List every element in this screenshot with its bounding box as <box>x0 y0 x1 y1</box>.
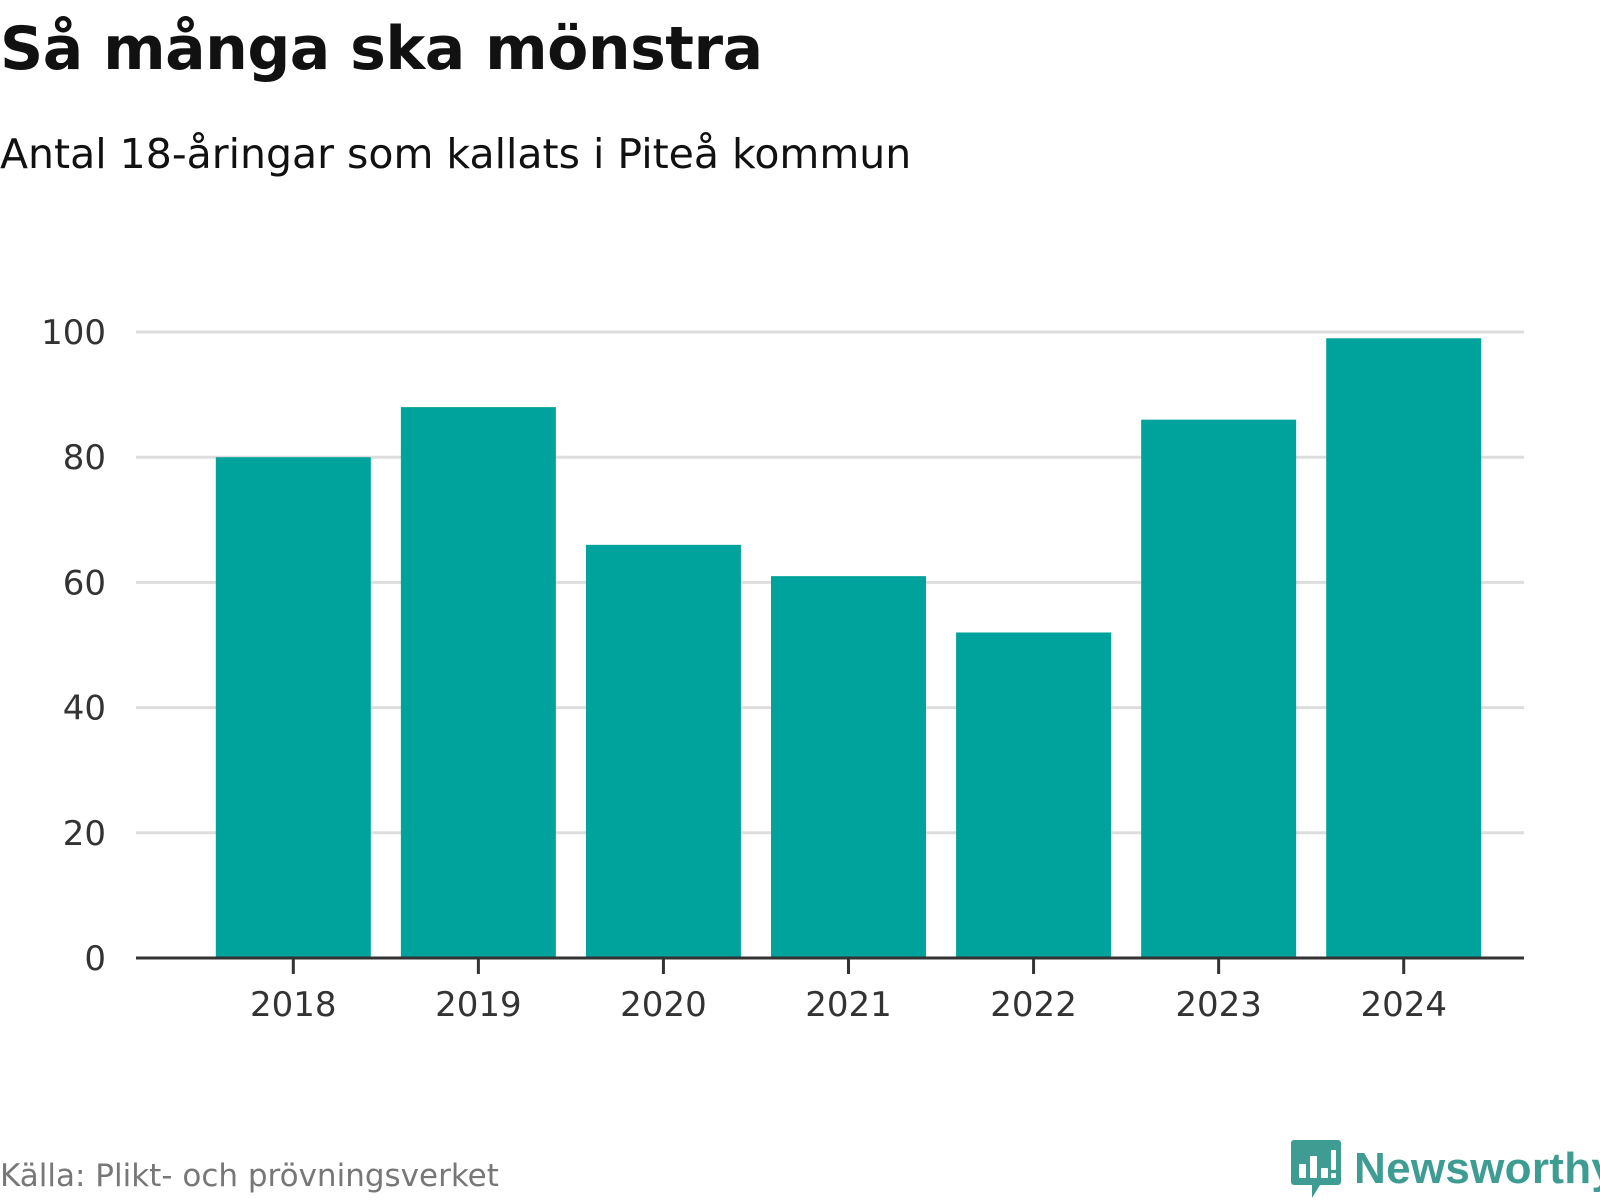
bar-2021 <box>771 576 927 958</box>
newsworthy-logo-icon <box>1291 1140 1341 1198</box>
bar-chart: 0 20 40 60 80 100 2018 2019 2020 2021 2022 2023 2024 <box>41 313 1524 1025</box>
x-tick-label: 2018 <box>250 985 337 1025</box>
x-tick-label: 2019 <box>435 985 522 1025</box>
bar-2018 <box>215 457 371 958</box>
y-tick-label: 20 <box>63 814 106 854</box>
x-tick-label: 2024 <box>1360 985 1447 1025</box>
bar-2020 <box>585 544 741 958</box>
y-tick-label: 100 <box>41 313 106 353</box>
bar-2023 <box>1141 419 1297 958</box>
chart-subtitle: Antal 18-åringar som kallats i Piteå kom… <box>0 130 912 178</box>
bars <box>215 338 1482 958</box>
source-note: Källa: Plikt- och prövningsverket <box>0 1158 499 1194</box>
x-tick-label: 2022 <box>990 985 1077 1025</box>
x-tick-label: 2020 <box>620 985 707 1025</box>
axes: 0 20 40 60 80 100 2018 2019 2020 2021 2022 2023 2024 <box>41 313 1524 1025</box>
chart-title: Så många ska mönstra <box>0 14 763 84</box>
bar-2022 <box>956 632 1112 958</box>
x-tick-label: 2021 <box>805 985 892 1025</box>
bar-2019 <box>400 407 556 958</box>
brand-logo[interactable]: Newsworthy <box>1290 1138 1600 1200</box>
y-tick-label: 60 <box>63 563 106 603</box>
brand-name: Newsworthy <box>1354 1144 1600 1193</box>
y-tick-label: 40 <box>63 689 106 729</box>
y-tick-label: 80 <box>63 438 106 478</box>
bar-2024 <box>1326 338 1482 958</box>
x-tick-label: 2023 <box>1175 985 1262 1025</box>
y-tick-label: 0 <box>84 939 106 979</box>
